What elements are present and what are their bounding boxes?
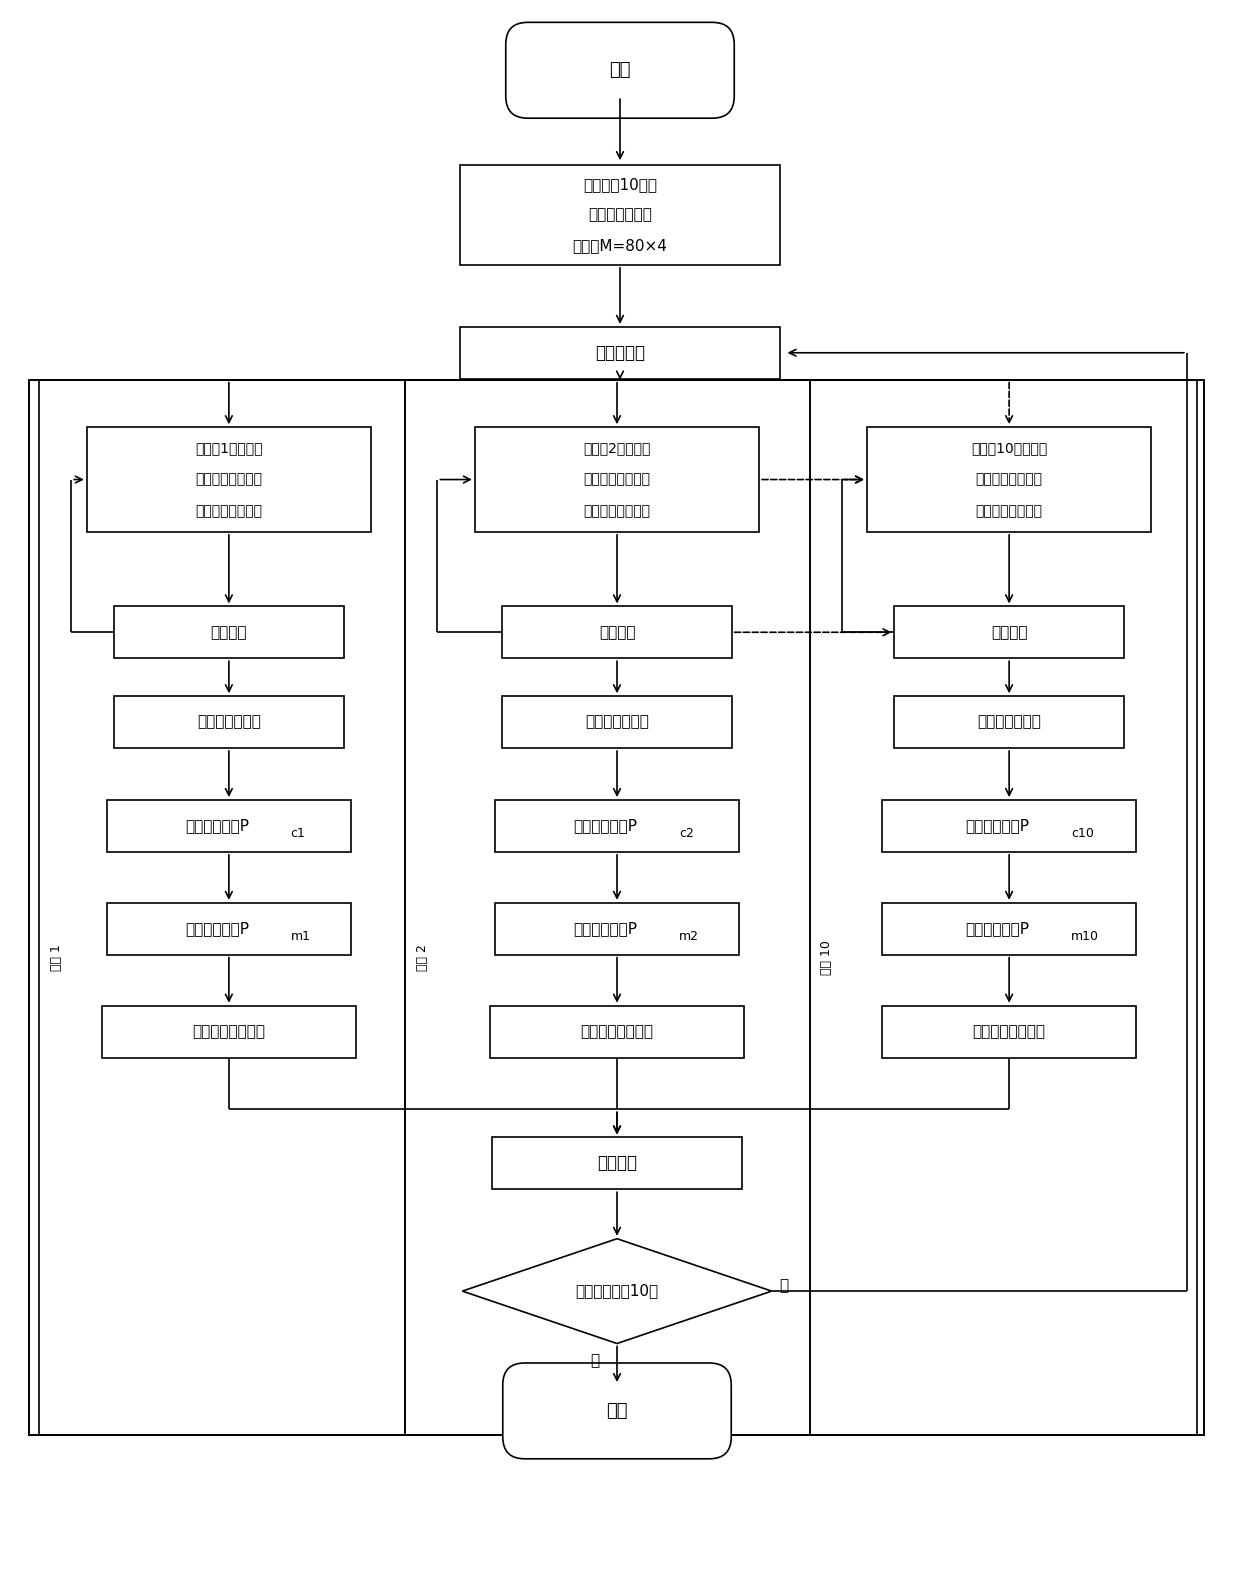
Text: 个体评价: 个体评价 — [211, 625, 247, 639]
Text: 种群 2: 种群 2 — [415, 944, 429, 971]
Text: 数中的最大值用原: 数中的最大值用原 — [196, 472, 263, 486]
Text: 轮盘赌选择算子: 轮盘赌选择算子 — [585, 715, 649, 730]
Text: 是: 是 — [590, 1354, 600, 1368]
Text: 个体评价: 个体评价 — [991, 625, 1028, 639]
Polygon shape — [463, 1239, 771, 1344]
Text: 数中的最大值用原: 数中的最大值用原 — [584, 472, 651, 486]
Bar — [810, 379, 1197, 1435]
Text: 随机产生10个子: 随机产生10个子 — [583, 178, 657, 192]
Text: 随机交叉算子P: 随机交叉算子P — [965, 818, 1029, 833]
Bar — [405, 379, 810, 1435]
Text: 种群中最小值代替: 种群中最小值代替 — [976, 504, 1043, 518]
Bar — [495, 903, 739, 955]
Bar — [107, 800, 351, 852]
Bar — [882, 800, 1136, 852]
FancyBboxPatch shape — [506, 22, 734, 118]
Text: 否: 否 — [780, 1278, 789, 1294]
Bar — [30, 379, 1204, 1435]
Text: 输出子种群最优解: 输出子种群最优解 — [192, 1025, 265, 1039]
Text: 个体评价: 个体评价 — [599, 625, 635, 639]
Text: 数中的最大值用原: 数中的最大值用原 — [976, 472, 1043, 486]
Bar — [40, 379, 405, 1435]
Bar — [87, 427, 371, 532]
Text: 将种群10中目标函: 将种群10中目标函 — [971, 441, 1048, 455]
Text: 种群 10: 种群 10 — [820, 940, 833, 974]
Bar — [894, 606, 1123, 658]
Bar — [114, 606, 343, 658]
Text: 将种群2中目标函: 将种群2中目标函 — [583, 441, 651, 455]
Bar — [114, 696, 343, 748]
Text: 输出子种群最优解: 输出子种群最优解 — [972, 1025, 1045, 1039]
Text: 展开多种群: 展开多种群 — [595, 343, 645, 362]
Bar — [882, 1006, 1136, 1058]
Text: 种群中最小值代替: 种群中最小值代替 — [584, 504, 651, 518]
Text: 随机交叉算子P: 随机交叉算子P — [185, 818, 249, 833]
Bar — [502, 606, 732, 658]
Text: 结束: 结束 — [606, 1402, 627, 1420]
Text: 最优个体保抉10代: 最优个体保抉10代 — [575, 1284, 658, 1299]
Bar — [882, 903, 1136, 955]
Text: 随机变异算子P: 随机变异算子P — [573, 921, 637, 937]
Bar — [495, 800, 739, 852]
Text: 精华种群: 精华种群 — [596, 1154, 637, 1173]
Bar — [867, 427, 1151, 532]
Text: c2: c2 — [678, 828, 693, 841]
Text: c1: c1 — [290, 828, 305, 841]
Bar — [460, 165, 780, 264]
Bar — [490, 1006, 744, 1058]
Text: m2: m2 — [678, 930, 699, 943]
Text: 种群中最小值代替: 种群中最小值代替 — [196, 504, 263, 518]
Bar — [894, 696, 1123, 748]
Bar — [492, 1138, 742, 1190]
Text: 将种群1中目标函: 将种群1中目标函 — [195, 441, 263, 455]
FancyBboxPatch shape — [502, 1363, 732, 1459]
Text: 种群，每个子种: 种群，每个子种 — [588, 208, 652, 222]
Bar — [475, 427, 759, 532]
Text: 种群 1: 种群 1 — [50, 944, 63, 971]
Text: 轮盘赌选择算子: 轮盘赌选择算子 — [197, 715, 260, 730]
Text: 开始: 开始 — [609, 61, 631, 79]
Text: 群大小M=80×4: 群大小M=80×4 — [573, 238, 667, 253]
Text: 随机变异算子P: 随机变异算子P — [965, 921, 1029, 937]
Bar — [107, 903, 351, 955]
Text: c10: c10 — [1071, 828, 1094, 841]
Text: 随机变异算子P: 随机变异算子P — [185, 921, 249, 937]
Text: 轮盘赌选择算子: 轮盘赌选择算子 — [977, 715, 1042, 730]
Bar — [502, 696, 732, 748]
Bar — [102, 1006, 356, 1058]
Text: m1: m1 — [290, 930, 311, 943]
Text: m10: m10 — [1071, 930, 1099, 943]
Bar — [460, 327, 780, 379]
Text: 随机交叉算子P: 随机交叉算子P — [573, 818, 637, 833]
Text: 输出子种群最优解: 输出子种群最优解 — [580, 1025, 653, 1039]
